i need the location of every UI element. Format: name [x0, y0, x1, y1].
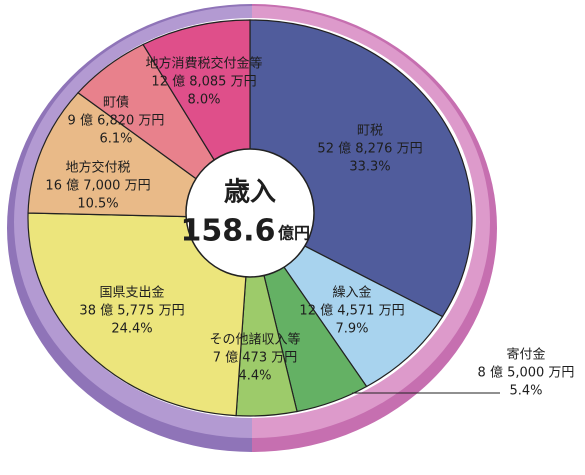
slice-amount: 9 億 6,820 万円	[68, 113, 165, 129]
slice-percent: 33.3%	[349, 160, 390, 175]
slice-label: その他諸収入等	[209, 332, 300, 348]
pie-slice	[27, 212, 251, 417]
slice-percent: 5.4%	[509, 384, 542, 399]
slice-label: 寄付金	[506, 347, 545, 363]
slice-label: 地方消費税交付金等	[145, 56, 262, 72]
slice-percent: 24.4%	[111, 322, 152, 337]
slice-amount: 52 億 8,276 万円	[317, 141, 422, 157]
pie-slice	[249, 217, 444, 388]
slice-percent: 10.5%	[77, 197, 118, 212]
slice-amount: 12 億 4,571 万円	[299, 303, 404, 319]
slice-label: 町税	[357, 124, 383, 139]
slice-amount: 12 億 8,085 万円	[151, 74, 256, 90]
slice-label: 国県支出金	[99, 285, 164, 301]
center-title: 歳入	[224, 178, 276, 208]
slice-percent: 4.4%	[238, 369, 271, 384]
slice-label: 町債	[103, 96, 129, 111]
slice-amount: 7 億 473 万円	[213, 350, 297, 366]
slice-amount: 8 億 5,000 万円	[478, 365, 575, 381]
slice-percent: 8.0%	[187, 93, 220, 108]
slice-amount: 16 億 7,000 万円	[45, 178, 150, 194]
slice-percent: 6.1%	[99, 132, 132, 147]
center-hole	[185, 148, 315, 278]
slice-amount: 38 億 5,775 万円	[79, 303, 184, 319]
center-total: 158.6	[181, 214, 276, 249]
slice-label: 地方交付税	[65, 160, 130, 176]
center-unit: 億円	[278, 224, 310, 243]
slice-percent: 7.9%	[335, 322, 368, 337]
slice-label: 繰入金	[332, 285, 371, 301]
